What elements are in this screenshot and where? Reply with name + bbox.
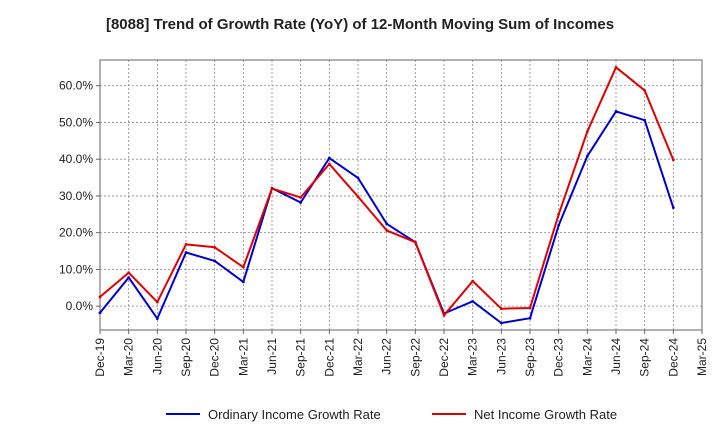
data-point [385,222,389,226]
data-point [241,265,245,269]
data-point [614,110,618,113]
y-tick-label: 40.0% [59,152,93,166]
data-point [127,276,131,279]
data-point [643,89,647,92]
y-tick-label: 0.0% [66,299,94,313]
x-tick-label: Mar-22 [351,338,365,376]
data-point [299,201,303,204]
x-tick-label: Mar-25 [695,338,709,376]
y-tick-label: 10.0% [59,262,93,276]
data-point [327,162,331,166]
data-point [471,279,475,283]
data-point [499,307,503,311]
x-tick-label: Dec-24 [666,338,680,377]
plot-border [99,59,703,331]
x-axis-ticks: Dec-19 Mar-20 Jun-20 Sep-20 Dec-20 Mar-21 Jun-… [93,330,709,377]
legend-label: Net Income Growth Rate [474,407,617,422]
legend: Ordinary Income Growth Rate Net Income Gr… [166,407,617,422]
data-point [327,156,331,160]
data-point [614,65,618,69]
x-tick-label: Jun-21 [265,338,279,375]
data-point [471,299,475,303]
x-tick-label: Jun-24 [609,338,623,375]
data-point [671,206,675,210]
x-tick-label: Dec-22 [437,338,451,377]
y-axis-ticks: 0.0% 10.0% 20.0% 30.0% 40.0% 50.0% 60.0% [59,79,100,313]
data-point [155,317,159,321]
data-point [184,251,188,254]
data-point [528,316,532,320]
x-tick-label: Mar-23 [466,338,480,376]
x-tick-label: Mar-20 [122,338,136,376]
x-tick-label: Dec-20 [208,338,222,377]
data-point [270,187,274,190]
data-point [671,158,675,162]
data-point [98,295,102,299]
data-point [643,118,647,122]
data-point [413,240,417,244]
data-point [557,223,561,227]
x-tick-label: Dec-23 [552,338,566,377]
y-tick-label: 50.0% [59,115,93,129]
x-tick-label: Jun-20 [150,338,164,375]
chart-title: [8088] Trend of Growth Rate (YoY) of 12-… [105,16,615,33]
x-tick-label: Jun-22 [380,338,394,375]
y-tick-label: 60.0% [59,79,93,93]
data-point [299,195,303,199]
data-point [356,195,360,199]
x-tick-label: Dec-21 [322,338,336,377]
data-point [127,271,131,275]
data-point [385,229,389,232]
data-point [241,280,245,284]
data-point [528,306,532,310]
x-tick-label: Mar-21 [236,338,250,376]
x-tick-label: Sep-21 [294,338,308,377]
data-point [213,245,217,249]
plot-area [99,59,703,331]
y-tick-label: 30.0% [59,189,93,203]
data-point [213,259,217,263]
x-tick-label: Jun-23 [494,338,508,375]
data-point [184,243,188,246]
series-layer [98,65,675,325]
x-tick-label: Sep-24 [638,338,652,377]
data-point [98,311,102,315]
x-tick-label: Dec-19 [93,338,107,377]
data-point [585,130,589,134]
data-point [356,176,360,180]
data-point [585,154,589,158]
x-tick-label: Sep-20 [179,338,193,377]
x-tick-label: Sep-22 [408,338,422,377]
data-point [557,212,561,216]
data-point [155,300,159,304]
y-tick-label: 20.0% [59,226,93,240]
x-tick-label: Sep-23 [523,338,537,377]
data-point [442,313,446,317]
legend-label: Ordinary Income Growth Rate [208,407,381,422]
data-point [499,321,503,325]
x-tick-label: Mar-24 [580,338,594,376]
grid-layer [99,60,703,330]
